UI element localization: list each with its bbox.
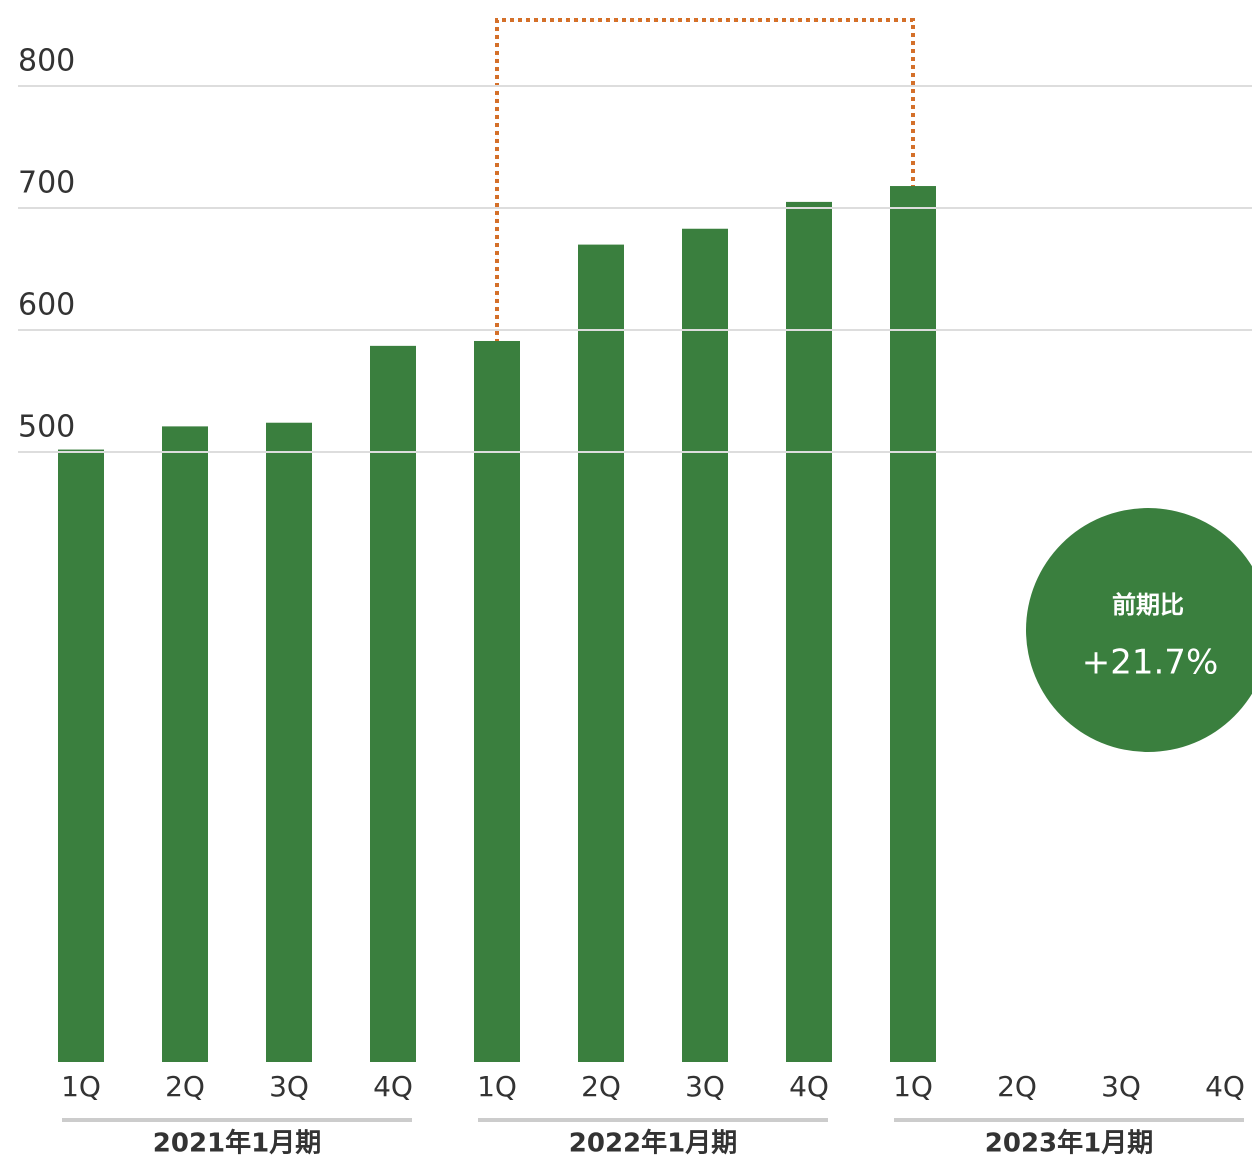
x-tick-label: 1Q	[893, 1070, 933, 1103]
badge-title: 前期比	[1112, 591, 1184, 619]
x-tick-label: 3Q	[1101, 1070, 1141, 1103]
bar	[578, 244, 624, 1063]
x-tick-label: 1Q	[61, 1070, 101, 1103]
group-bracket	[62, 1118, 412, 1122]
bar	[474, 340, 520, 1063]
bar	[890, 186, 936, 1063]
bar	[786, 201, 832, 1062]
bar	[370, 345, 416, 1062]
group-label: 2022年1月期	[569, 1128, 737, 1158]
x-tick-label: 1Q	[477, 1070, 517, 1103]
x-tick-label: 2Q	[581, 1070, 621, 1103]
y-tick-label: 600	[18, 288, 75, 323]
bar	[682, 228, 728, 1063]
group-label: 2021年1月期	[153, 1128, 321, 1158]
bar	[162, 426, 208, 1062]
x-tick-label: 2Q	[997, 1070, 1037, 1103]
y-tick-label: 700	[18, 166, 75, 201]
badge	[1026, 508, 1252, 752]
badge-value: +21.7%	[1082, 643, 1219, 683]
bar	[58, 449, 104, 1062]
y-tick-label: 500	[18, 410, 75, 445]
group-bracket	[894, 1118, 1244, 1122]
x-tick-label: 4Q	[373, 1070, 413, 1103]
y-tick-label: 800	[18, 44, 75, 79]
bar	[266, 422, 312, 1063]
x-tick-label: 4Q	[1205, 1070, 1245, 1103]
x-tick-label: 3Q	[685, 1070, 725, 1103]
x-tick-label: 3Q	[269, 1070, 309, 1103]
group-bracket	[478, 1118, 828, 1122]
x-tick-label: 4Q	[789, 1070, 829, 1103]
x-tick-label: 2Q	[165, 1070, 205, 1103]
group-label: 2023年1月期	[985, 1128, 1153, 1158]
